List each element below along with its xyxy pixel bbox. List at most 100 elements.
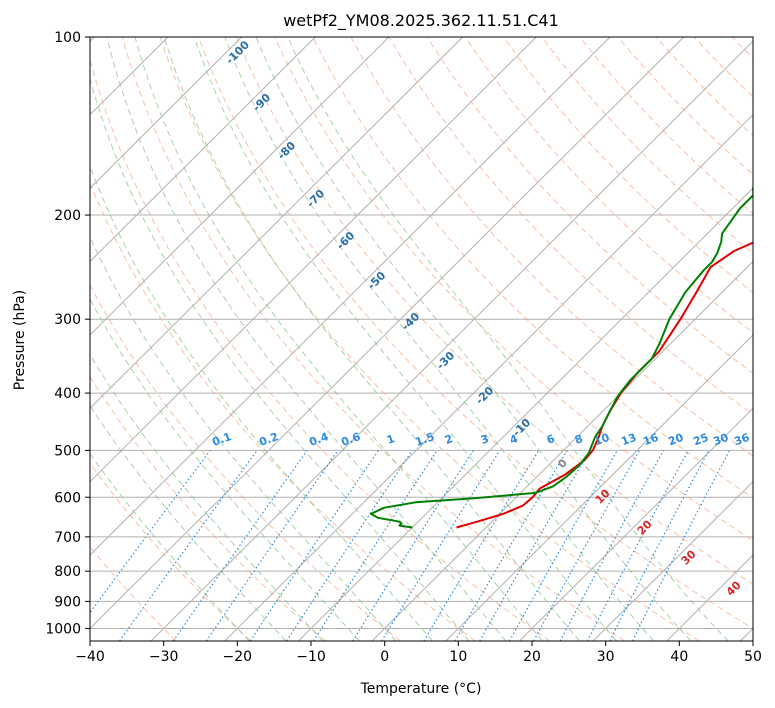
- dry-adiabat-line: [388, 37, 753, 415]
- y-tick-label: 800: [54, 564, 81, 580]
- x-tick-label: −30: [149, 649, 179, 665]
- isotherm-line: [740, 627, 753, 641]
- y-tick-label: 100: [54, 30, 81, 46]
- moist-adiabat-line: [90, 76, 470, 641]
- x-tick-label: −40: [75, 649, 105, 665]
- dry-adiabat-line: [90, 182, 476, 641]
- y-tick-label: 900: [54, 594, 81, 610]
- x-tick-label: 30: [597, 649, 615, 665]
- dry-adiabat-line: [236, 37, 753, 585]
- dry-adiabat-line: [312, 37, 753, 499]
- x-tick-label: −10: [296, 649, 326, 665]
- moist-adiabat-label: 30: [679, 547, 699, 567]
- dry-adiabat-line: [731, 37, 753, 59]
- mixing-ratio-line: [205, 450, 339, 641]
- x-tick-label: 0: [380, 649, 389, 665]
- mixing-ratio-line: [249, 450, 379, 641]
- y-tick-label: 700: [54, 530, 81, 546]
- isotherm-line: [90, 37, 316, 263]
- mixing-ratio-label: 13: [619, 431, 638, 448]
- mixing-ratio-line: [559, 450, 665, 641]
- moist-adiabat-line: [90, 164, 433, 641]
- moist-adiabat-line: [90, 353, 324, 641]
- sounding-lines: [369, 185, 753, 529]
- moist-adiabat-label: 20: [635, 517, 655, 537]
- isotherm-line: [90, 37, 685, 630]
- dry-adiabat-line: [90, 462, 252, 641]
- x-tick-label: 10: [449, 649, 467, 665]
- dewpoint-line: [369, 185, 753, 529]
- mixing-ratio-label: 8: [573, 432, 585, 447]
- temperature-line: [456, 241, 753, 529]
- axes: −40 −30 −20 −10 0 10 20 30 40 5010020030040050060…: [45, 30, 762, 665]
- mixing-ratio-label: 20: [666, 431, 685, 449]
- isotherm-label: -50: [365, 269, 388, 292]
- mixing-ratio-label: 1.5: [413, 430, 436, 449]
- isotherm-label: -60: [334, 229, 357, 252]
- isotherm-line: [224, 114, 753, 641]
- mixing-ratio-label: 25: [691, 431, 710, 448]
- isotherm-line: [445, 334, 753, 641]
- background-lines: [90, 37, 775, 641]
- isotherm-label: -100: [223, 38, 252, 67]
- isotherm-label: -40: [399, 310, 422, 333]
- mixing-ratio-label: 36: [732, 431, 751, 449]
- x-axis-label: Temperature (°C): [360, 681, 482, 697]
- dry-adiabat-line: [121, 37, 625, 641]
- dry-adiabat-line: [90, 58, 551, 641]
- y-axis-label: Pressure (hPa): [12, 290, 28, 390]
- mixing-ratio-line: [90, 450, 211, 614]
- isotherm-line: [90, 37, 243, 189]
- mixing-ratio-line: [172, 450, 308, 641]
- mixing-ratio-label: 3: [479, 432, 491, 447]
- isotherm-line: [371, 260, 753, 641]
- mixing-ratio-label: 1: [385, 432, 397, 447]
- dry-adiabat-line: [770, 37, 775, 641]
- y-tick-label: 500: [54, 443, 81, 459]
- moist-adiabat-line: [90, 236, 397, 641]
- moist-adiabat-line: [224, 37, 655, 641]
- mixing-ratio-line: [119, 450, 258, 641]
- mixing-ratio-label: 0.2: [257, 430, 280, 449]
- mixing-ratio-line: [508, 450, 618, 641]
- isotherm-line: [150, 40, 753, 641]
- mixing-ratio-label: 30: [711, 431, 730, 449]
- mixing-ratio-label: 2: [443, 432, 455, 447]
- mixing-ratio-label: 0.1: [210, 430, 233, 449]
- moist-adiabat-line: [163, 37, 580, 641]
- moist-adiabat-line: [106, 37, 507, 641]
- moist-adiabat-line: [90, 452, 250, 641]
- isotherm-line: [90, 37, 537, 483]
- mixing-ratio-line: [312, 450, 438, 641]
- dry-adiabat-line: [655, 37, 753, 137]
- moist-adiabat-line: [193, 37, 617, 641]
- dry-adiabat-line: [90, 283, 401, 641]
- mixing-ratio-label: 10: [592, 431, 611, 449]
- dry-adiabat-line: [274, 37, 753, 542]
- isotherm-line: [90, 37, 390, 336]
- y-tick-label: 400: [54, 386, 81, 402]
- isotherm-label: -20: [473, 384, 496, 407]
- moist-adiabat-line: [287, 37, 729, 641]
- dry-adiabat-line: [350, 37, 753, 457]
- isotherm-label: -90: [250, 91, 273, 114]
- mixing-ratio-line: [586, 450, 689, 641]
- mixing-ratio-line: [423, 450, 540, 641]
- isotherm-line: [666, 554, 753, 641]
- moist-adiabat-line: [134, 37, 543, 641]
- y-tick-label: 1000: [45, 621, 81, 637]
- moist-adiabat-line: [90, 404, 287, 641]
- isotherm-line: [592, 480, 753, 641]
- mixing-ratio-line: [286, 450, 413, 641]
- moist-adiabat-line: [255, 37, 692, 641]
- x-tick-label: 50: [744, 649, 762, 665]
- y-tick-label: 600: [54, 490, 81, 506]
- dry-adiabat-line: [502, 37, 753, 294]
- mixing-ratio-label: 16: [641, 431, 660, 449]
- y-tick-label: 300: [54, 312, 81, 328]
- mixing-ratio-line: [352, 450, 474, 641]
- mixing-ratio-label: 6: [545, 432, 557, 447]
- mixing-ratio-label: 0.4: [307, 430, 330, 449]
- mixing-ratio-line: [454, 450, 568, 641]
- isotherm-line: [519, 407, 753, 641]
